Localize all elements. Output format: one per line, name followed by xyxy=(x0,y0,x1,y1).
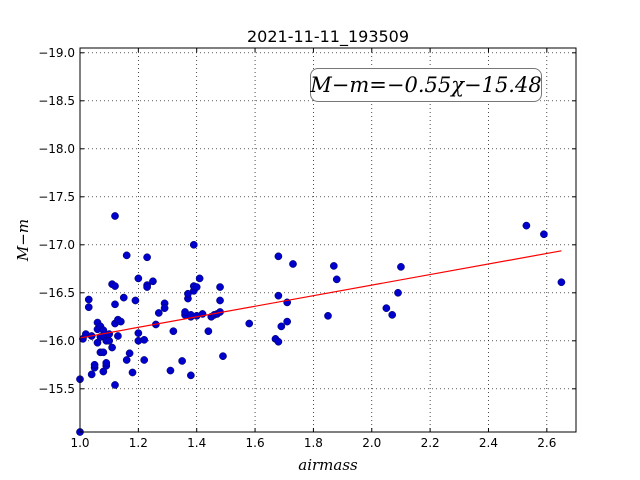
data-point xyxy=(84,295,93,304)
data-point xyxy=(105,330,114,338)
data-point xyxy=(143,283,151,291)
data-point xyxy=(178,357,186,365)
y-tick-label: −19.0 xyxy=(38,46,75,60)
data-point xyxy=(216,296,224,305)
data-points xyxy=(76,212,566,436)
fit-equation-text: M−m=−0.55χ−15.48 xyxy=(310,73,542,97)
data-point xyxy=(87,370,96,379)
data-point xyxy=(125,349,134,358)
data-point xyxy=(540,230,548,239)
data-point xyxy=(140,335,149,344)
data-point xyxy=(557,278,566,287)
x-tick-label: 2.0 xyxy=(362,436,381,450)
data-point xyxy=(192,283,201,291)
data-point xyxy=(149,277,157,286)
data-point xyxy=(160,304,169,313)
data-point xyxy=(187,371,195,380)
plot-frame xyxy=(79,47,577,433)
y-tick-label: −15.5 xyxy=(38,382,75,396)
data-point xyxy=(274,252,283,261)
data-point xyxy=(522,221,531,230)
data-point xyxy=(204,327,213,336)
data-point xyxy=(111,300,119,309)
x-tick-label: 1.8 xyxy=(304,436,323,450)
data-point xyxy=(143,253,151,262)
y-tick-label: −18.5 xyxy=(38,94,75,108)
data-point xyxy=(99,348,108,357)
data-point xyxy=(119,293,128,302)
data-point xyxy=(245,319,254,328)
y-tick-label: −17.5 xyxy=(38,190,75,204)
plot-area xyxy=(80,48,576,432)
data-point xyxy=(189,240,198,249)
data-point xyxy=(128,368,137,377)
y-tick-label: −16.5 xyxy=(38,286,75,300)
data-point xyxy=(394,288,402,297)
data-point xyxy=(216,283,224,291)
x-tick-label: 2.6 xyxy=(537,436,556,450)
data-point xyxy=(324,311,332,320)
x-tick-label: 1.6 xyxy=(246,436,265,450)
data-point xyxy=(90,360,99,369)
data-point xyxy=(134,274,143,283)
fit-line xyxy=(79,250,562,339)
data-point xyxy=(111,282,119,290)
data-point xyxy=(397,263,405,271)
data-point xyxy=(332,275,341,284)
fit-line-group xyxy=(79,250,562,339)
data-point xyxy=(116,317,125,326)
data-point xyxy=(277,322,286,331)
fit-equation-box: M−m=−0.55χ−15.48 xyxy=(310,68,542,102)
data-point xyxy=(122,251,131,260)
data-point xyxy=(111,381,119,389)
data-point xyxy=(289,260,297,268)
data-point xyxy=(102,359,111,367)
y-tick-label: −17.0 xyxy=(38,238,75,252)
data-point xyxy=(382,304,391,313)
data-point xyxy=(166,366,175,375)
data-point xyxy=(114,332,122,340)
y-tick-label: −18.0 xyxy=(38,142,75,156)
data-point xyxy=(274,291,283,300)
data-point xyxy=(283,317,292,326)
chart-title: 2021-11-11_193509 xyxy=(247,27,409,47)
y-axis-label: M−m xyxy=(14,219,32,262)
data-point xyxy=(274,337,283,346)
data-point xyxy=(111,212,119,220)
data-point xyxy=(122,356,131,364)
x-tick-label: 2.4 xyxy=(479,436,498,450)
data-point xyxy=(154,309,163,317)
data-point xyxy=(108,343,116,352)
data-point xyxy=(195,274,204,283)
x-tick-label: 2.2 xyxy=(421,436,440,450)
x-axis-label: airmass xyxy=(298,456,358,474)
data-point xyxy=(140,356,149,364)
data-point xyxy=(388,311,397,319)
data-point xyxy=(105,336,114,345)
data-point xyxy=(84,303,93,312)
axis-ticks: 1.0 1.2 1.4 1.6 1.8 2.0 2.2 2.4 2.6 −15.5 −16.0 −16… xyxy=(38,46,576,450)
x-tick-label: 1.0 xyxy=(70,436,89,450)
x-tick-label: 1.4 xyxy=(187,436,206,450)
data-point xyxy=(134,329,143,337)
data-point xyxy=(329,262,338,270)
x-tick-label: 1.2 xyxy=(129,436,148,450)
data-point xyxy=(219,352,227,361)
data-point xyxy=(169,327,178,336)
y-tick-label: −16.0 xyxy=(38,334,75,348)
data-point xyxy=(131,296,140,305)
